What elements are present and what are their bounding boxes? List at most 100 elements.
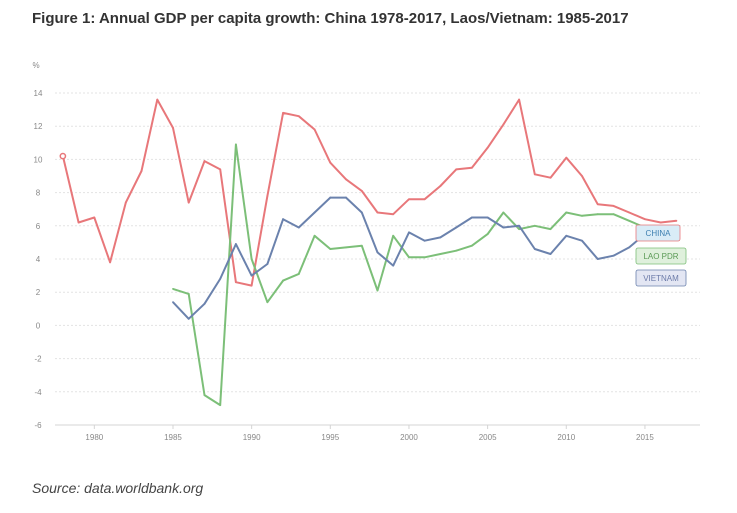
data-point xyxy=(675,219,678,222)
data-point xyxy=(596,203,599,206)
data-point xyxy=(219,278,222,280)
data-point xyxy=(659,221,662,224)
data-point xyxy=(565,234,568,237)
data-point xyxy=(392,234,395,237)
data-point xyxy=(581,214,583,217)
y-axis-unit: % xyxy=(32,61,39,70)
data-point xyxy=(266,195,269,197)
x-tick-label: 1990 xyxy=(243,433,261,442)
legend-box xyxy=(635,269,687,287)
data-point xyxy=(549,228,552,231)
data-point xyxy=(313,234,316,237)
legend: CHINA LAO PDR VIETNAM xyxy=(635,224,687,287)
data-point xyxy=(502,226,505,229)
data-point xyxy=(502,211,505,214)
y-tick-label: 8 xyxy=(36,189,41,198)
x-tick-label: 1980 xyxy=(85,433,103,442)
data-point xyxy=(203,302,206,305)
x-tick-label: 2010 xyxy=(557,433,575,442)
data-point xyxy=(376,289,379,292)
data-point xyxy=(486,146,489,149)
data-point xyxy=(266,301,269,304)
data-point xyxy=(360,244,363,247)
series-line-china xyxy=(61,98,677,287)
data-point xyxy=(455,249,458,252)
data-point xyxy=(628,219,631,222)
y-tick-label: -6 xyxy=(34,421,42,430)
data-point xyxy=(235,281,237,284)
data-point xyxy=(533,173,536,176)
data-point xyxy=(250,258,253,260)
x-tick-label: 1985 xyxy=(164,433,182,442)
data-point xyxy=(297,273,300,275)
data-point xyxy=(439,185,442,187)
data-point xyxy=(376,211,379,214)
data-point xyxy=(172,126,174,129)
chart-title: Figure 1: Annual GDP per capita growth: … xyxy=(32,10,629,27)
data-point xyxy=(596,258,599,260)
data-point xyxy=(156,98,159,101)
gridlines xyxy=(55,92,700,429)
y-tick-label: 0 xyxy=(36,321,41,330)
data-point xyxy=(172,287,174,290)
data-point xyxy=(376,251,379,254)
data-point xyxy=(628,246,631,249)
legend-box xyxy=(635,224,681,242)
x-tick-label: 2000 xyxy=(400,433,418,442)
start-marker xyxy=(59,152,67,160)
data-point xyxy=(329,248,332,250)
data-point xyxy=(612,213,615,216)
data-point xyxy=(565,156,568,159)
legend-box xyxy=(635,247,687,265)
data-point xyxy=(392,264,395,267)
legend-item: CHINA xyxy=(635,224,681,242)
data-point xyxy=(313,128,316,131)
data-point xyxy=(329,196,332,199)
data-point xyxy=(502,123,505,126)
data-point xyxy=(408,256,410,259)
data-point xyxy=(329,161,332,164)
legend-label: LAO PDR xyxy=(643,252,678,261)
data-point xyxy=(581,175,583,177)
data-point xyxy=(486,233,489,236)
data-point xyxy=(423,256,426,259)
data-point xyxy=(486,216,489,219)
data-point xyxy=(360,190,363,192)
data-point xyxy=(77,221,80,224)
data-point xyxy=(408,231,410,234)
y-tick-label: -4 xyxy=(34,388,42,397)
data-point xyxy=(518,228,520,231)
data-point xyxy=(628,211,631,214)
data-point xyxy=(439,253,442,255)
data-point xyxy=(297,226,300,229)
data-point xyxy=(282,112,285,114)
data-point xyxy=(345,196,347,199)
data-point xyxy=(565,211,568,214)
data-point xyxy=(408,198,410,201)
data-point xyxy=(596,213,599,216)
y-tick-label: 2 xyxy=(36,288,41,297)
data-point xyxy=(187,292,190,295)
data-point xyxy=(455,226,458,229)
data-point xyxy=(360,211,363,214)
y-tick-label: 6 xyxy=(36,222,41,231)
legend-label: VIETNAM xyxy=(643,274,679,283)
data-point xyxy=(109,261,111,264)
data-point xyxy=(470,216,473,219)
data-point xyxy=(423,239,426,242)
data-point xyxy=(644,218,646,221)
data-point xyxy=(345,178,347,181)
x-tick-label: 2015 xyxy=(636,433,654,442)
data-point xyxy=(282,218,285,221)
data-point xyxy=(235,143,237,146)
series-lines xyxy=(59,98,678,407)
data-point xyxy=(533,248,536,250)
data-point xyxy=(392,213,395,216)
data-point xyxy=(470,166,473,169)
data-point xyxy=(187,201,190,204)
data-point xyxy=(219,404,222,406)
data-point xyxy=(549,176,552,179)
data-point xyxy=(250,284,253,287)
data-point xyxy=(612,204,615,207)
